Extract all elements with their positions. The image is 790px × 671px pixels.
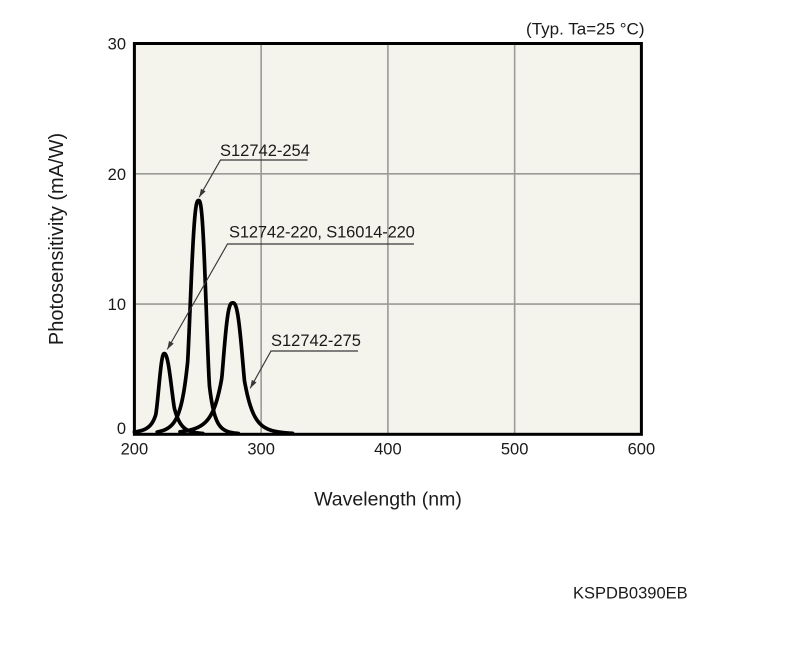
svg-text:200: 200	[121, 441, 149, 459]
svg-text:600: 600	[628, 441, 656, 459]
svg-text:20: 20	[108, 166, 126, 184]
svg-text:400: 400	[374, 441, 402, 459]
svg-text:S12742-220, S16014-220: S12742-220, S16014-220	[229, 224, 415, 242]
svg-text:10: 10	[108, 296, 126, 314]
svg-text:KSPDB0390EB: KSPDB0390EB	[573, 585, 688, 603]
svg-text:300: 300	[247, 441, 275, 459]
svg-text:500: 500	[501, 441, 529, 459]
svg-text:Photosensitivity (mA/W): Photosensitivity (mA/W)	[46, 133, 68, 345]
svg-text:Wavelength (nm): Wavelength (nm)	[314, 488, 462, 510]
svg-text:0: 0	[117, 420, 126, 438]
svg-text:30: 30	[108, 35, 126, 53]
svg-text:(Typ. Ta=25 °C): (Typ. Ta=25 °C)	[526, 19, 644, 38]
svg-text:S12742-254: S12742-254	[220, 142, 310, 160]
svg-text:S12742-275: S12742-275	[271, 332, 361, 350]
